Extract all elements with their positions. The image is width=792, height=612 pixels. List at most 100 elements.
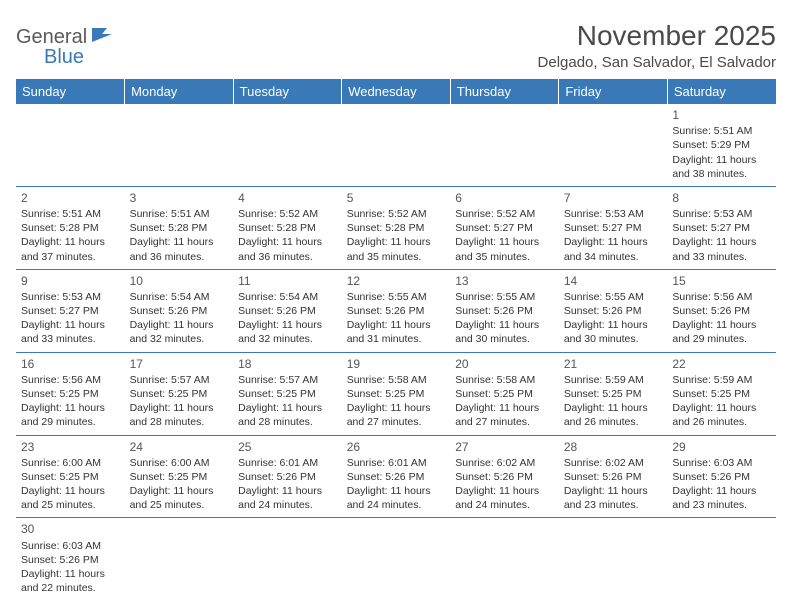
calendar-day-cell: 21Sunrise: 5:59 AMSunset: 5:25 PMDayligh… [559,352,668,435]
calendar-day-cell [125,518,234,600]
daylight-line: Daylight: 11 hours and 32 minutes. [238,318,337,346]
sunrise-line: Sunrise: 5:55 AM [564,290,663,304]
daylight-line: Daylight: 11 hours and 34 minutes. [564,235,663,263]
daylight-line: Daylight: 11 hours and 28 minutes. [130,401,229,429]
sunrise-line: Sunrise: 5:57 AM [130,373,229,387]
daylight-line: Daylight: 11 hours and 27 minutes. [347,401,446,429]
calendar-day-cell: 14Sunrise: 5:55 AMSunset: 5:26 PMDayligh… [559,269,668,352]
sunrise-line: Sunrise: 6:01 AM [347,456,446,470]
weekday-header: Thursday [450,79,559,104]
daylight-line: Daylight: 11 hours and 29 minutes. [21,401,120,429]
calendar-day-cell: 13Sunrise: 5:55 AMSunset: 5:26 PMDayligh… [450,269,559,352]
sunrise-line: Sunrise: 5:58 AM [455,373,554,387]
day-number: 27 [455,439,554,455]
calendar-day-cell [450,518,559,600]
weekday-header: Monday [125,79,234,104]
sunrise-line: Sunrise: 6:02 AM [564,456,663,470]
sunrise-line: Sunrise: 5:58 AM [347,373,446,387]
calendar-day-cell: 7Sunrise: 5:53 AMSunset: 5:27 PMDaylight… [559,186,668,269]
day-number: 20 [455,356,554,372]
sunset-line: Sunset: 5:26 PM [130,304,229,318]
day-number: 11 [238,273,337,289]
daylight-line: Daylight: 11 hours and 36 minutes. [130,235,229,263]
calendar-day-cell: 15Sunrise: 5:56 AMSunset: 5:26 PMDayligh… [667,269,776,352]
weekday-header: Saturday [667,79,776,104]
logo-text-blue: Blue [44,46,84,68]
sunset-line: Sunset: 5:29 PM [672,138,771,152]
weekday-header: Wednesday [342,79,451,104]
day-number: 23 [21,439,120,455]
sunrise-line: Sunrise: 5:55 AM [455,290,554,304]
calendar-day-cell: 20Sunrise: 5:58 AMSunset: 5:25 PMDayligh… [450,352,559,435]
sunrise-line: Sunrise: 5:53 AM [672,207,771,221]
day-number: 15 [672,273,771,289]
daylight-line: Daylight: 11 hours and 26 minutes. [672,401,771,429]
calendar-week-row: 1Sunrise: 5:51 AMSunset: 5:29 PMDaylight… [16,104,776,186]
sunrise-line: Sunrise: 5:59 AM [672,373,771,387]
calendar-day-cell: 25Sunrise: 6:01 AMSunset: 5:26 PMDayligh… [233,435,342,518]
sunset-line: Sunset: 5:27 PM [455,221,554,235]
sunset-line: Sunset: 5:26 PM [238,470,337,484]
calendar-day-cell: 5Sunrise: 5:52 AMSunset: 5:28 PMDaylight… [342,186,451,269]
sunrise-line: Sunrise: 6:03 AM [672,456,771,470]
calendar-day-cell: 4Sunrise: 5:52 AMSunset: 5:28 PMDaylight… [233,186,342,269]
calendar-day-cell [342,104,451,186]
day-number: 21 [564,356,663,372]
title-block: November 2025 Delgado, San Salvador, El … [538,20,776,71]
calendar-day-cell: 19Sunrise: 5:58 AMSunset: 5:25 PMDayligh… [342,352,451,435]
weekday-header: Tuesday [233,79,342,104]
day-number: 12 [347,273,446,289]
sunrise-line: Sunrise: 6:02 AM [455,456,554,470]
sunset-line: Sunset: 5:28 PM [347,221,446,235]
day-number: 4 [238,190,337,206]
calendar-week-row: 9Sunrise: 5:53 AMSunset: 5:27 PMDaylight… [16,269,776,352]
sunset-line: Sunset: 5:25 PM [564,387,663,401]
day-number: 30 [21,521,120,537]
day-number: 17 [130,356,229,372]
calendar-day-cell: 6Sunrise: 5:52 AMSunset: 5:27 PMDaylight… [450,186,559,269]
sunrise-line: Sunrise: 5:59 AM [564,373,663,387]
sunrise-line: Sunrise: 5:51 AM [672,124,771,138]
sunset-line: Sunset: 5:25 PM [347,387,446,401]
sunset-line: Sunset: 5:25 PM [130,470,229,484]
daylight-line: Daylight: 11 hours and 38 minutes. [672,153,771,181]
daylight-line: Daylight: 11 hours and 27 minutes. [455,401,554,429]
daylight-line: Daylight: 11 hours and 22 minutes. [21,567,120,595]
daylight-line: Daylight: 11 hours and 26 minutes. [564,401,663,429]
calendar-day-cell: 2Sunrise: 5:51 AMSunset: 5:28 PMDaylight… [16,186,125,269]
sunset-line: Sunset: 5:26 PM [455,470,554,484]
calendar-day-cell: 16Sunrise: 5:56 AMSunset: 5:25 PMDayligh… [16,352,125,435]
day-number: 1 [672,107,771,123]
day-number: 5 [347,190,446,206]
sunrise-line: Sunrise: 5:52 AM [238,207,337,221]
calendar-week-row: 23Sunrise: 6:00 AMSunset: 5:25 PMDayligh… [16,435,776,518]
calendar-day-cell: 12Sunrise: 5:55 AMSunset: 5:26 PMDayligh… [342,269,451,352]
day-number: 2 [21,190,120,206]
sunrise-line: Sunrise: 5:55 AM [347,290,446,304]
daylight-line: Daylight: 11 hours and 33 minutes. [21,318,120,346]
calendar-day-cell [16,104,125,186]
day-number: 3 [130,190,229,206]
day-number: 18 [238,356,337,372]
calendar-day-cell: 3Sunrise: 5:51 AMSunset: 5:28 PMDaylight… [125,186,234,269]
day-number: 6 [455,190,554,206]
calendar-day-cell: 28Sunrise: 6:02 AMSunset: 5:26 PMDayligh… [559,435,668,518]
sunrise-line: Sunrise: 5:54 AM [130,290,229,304]
sunset-line: Sunset: 5:27 PM [672,221,771,235]
calendar-day-cell [233,518,342,600]
sunset-line: Sunset: 5:26 PM [21,553,120,567]
sunset-line: Sunset: 5:25 PM [238,387,337,401]
calendar-day-cell: 22Sunrise: 5:59 AMSunset: 5:25 PMDayligh… [667,352,776,435]
sunrise-line: Sunrise: 5:52 AM [347,207,446,221]
sunrise-line: Sunrise: 5:57 AM [238,373,337,387]
calendar-day-cell [559,518,668,600]
daylight-line: Daylight: 11 hours and 31 minutes. [347,318,446,346]
daylight-line: Daylight: 11 hours and 24 minutes. [238,484,337,512]
daylight-line: Daylight: 11 hours and 25 minutes. [21,484,120,512]
daylight-line: Daylight: 11 hours and 29 minutes. [672,318,771,346]
sunrise-line: Sunrise: 5:56 AM [672,290,771,304]
sunset-line: Sunset: 5:28 PM [238,221,337,235]
calendar-day-cell: 8Sunrise: 5:53 AMSunset: 5:27 PMDaylight… [667,186,776,269]
calendar-day-cell: 17Sunrise: 5:57 AMSunset: 5:25 PMDayligh… [125,352,234,435]
sunset-line: Sunset: 5:27 PM [564,221,663,235]
